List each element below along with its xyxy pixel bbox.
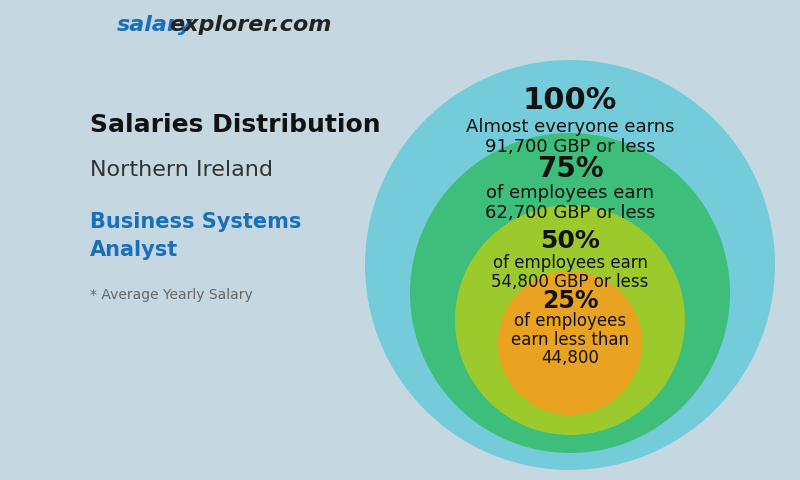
Text: of employees earn: of employees earn [486,184,654,202]
Text: 75%: 75% [537,155,603,183]
Text: earn less than: earn less than [511,331,629,348]
Text: of employees earn: of employees earn [493,254,647,272]
Text: Business Systems: Business Systems [90,212,302,232]
Text: * Average Yearly Salary: * Average Yearly Salary [90,288,253,302]
Circle shape [410,133,730,453]
Circle shape [455,205,685,435]
Text: of employees: of employees [514,312,626,330]
Text: salary: salary [117,15,193,35]
Circle shape [365,60,775,470]
Text: 50%: 50% [540,229,600,253]
Circle shape [498,271,642,415]
Text: 25%: 25% [542,288,598,312]
Text: 91,700 GBP or less: 91,700 GBP or less [485,138,655,156]
Text: 44,800: 44,800 [541,349,599,367]
Text: 100%: 100% [523,86,617,115]
Text: Almost everyone earns: Almost everyone earns [466,118,674,136]
Text: 54,800 GBP or less: 54,800 GBP or less [491,273,649,290]
Text: Analyst: Analyst [90,240,178,260]
Text: Salaries Distribution: Salaries Distribution [90,113,381,137]
Text: Northern Ireland: Northern Ireland [90,160,273,180]
Text: 62,700 GBP or less: 62,700 GBP or less [485,204,655,222]
Text: explorer.com: explorer.com [169,15,331,35]
